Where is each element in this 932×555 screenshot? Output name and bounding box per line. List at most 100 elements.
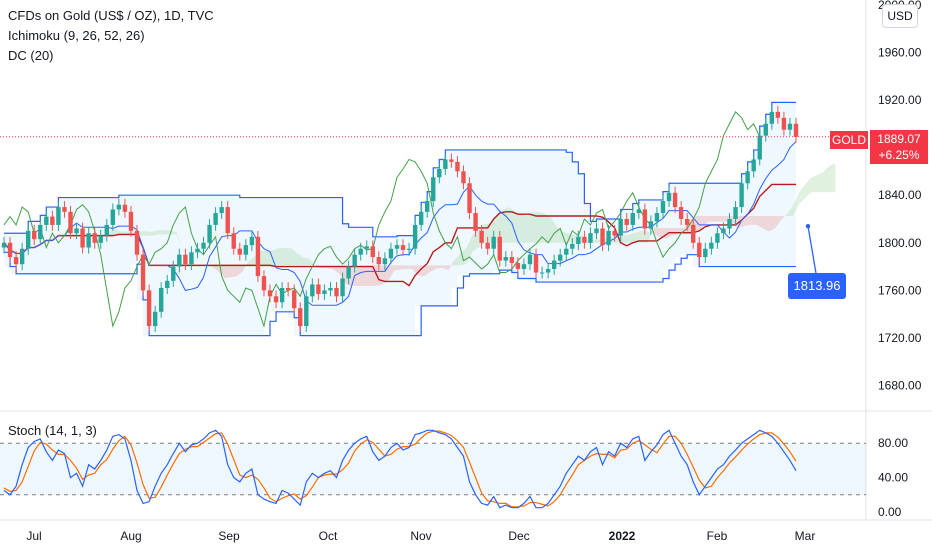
candle-body: [757, 135, 762, 160]
donchian-fill: [4, 102, 796, 336]
candle-body: [558, 254, 563, 261]
ichimoku-cloud-segment: [393, 265, 400, 272]
candle-body: [394, 245, 400, 249]
price-tick-label: 1840.00: [878, 188, 922, 202]
ichimoku-cloud-segment: [466, 234, 473, 264]
candle-body: [479, 230, 484, 243]
ichimoku-cloud-segment: [406, 265, 413, 269]
candle-body: [418, 211, 424, 225]
ichimoku-cloud-segment: [490, 215, 497, 243]
candle-body: [793, 123, 799, 137]
candle-body: [225, 207, 230, 234]
candle-body: [19, 248, 25, 265]
candle-body: [503, 257, 509, 261]
candle-body: [74, 228, 79, 234]
candle-body: [183, 254, 188, 265]
ichimoku-cloud-segment: [381, 265, 388, 285]
ichimoku-cloud-segment: [720, 215, 727, 222]
candle-body: [594, 228, 599, 234]
ichimoku-cloud-segment: [146, 231, 153, 236]
stoch-legend[interactable]: Stoch (14, 1, 3): [8, 423, 97, 438]
ichimoku-cloud-segment: [768, 215, 775, 232]
candle-body: [624, 218, 629, 225]
candle-body: [425, 201, 430, 212]
candle-body: [110, 209, 116, 225]
candle-body: [473, 213, 478, 231]
candle-body: [261, 276, 267, 291]
candle-body: [709, 242, 714, 249]
candle-body: [545, 268, 551, 273]
ichimoku-cloud-segment: [641, 230, 648, 243]
candle-body: [207, 224, 212, 243]
chart-title: CFDs on Gold (US$ / OZ), 1D, TVC: [8, 8, 214, 23]
candle-body: [92, 233, 97, 243]
donchian-legend[interactable]: DC (20): [8, 48, 54, 63]
currency-button[interactable]: USD: [882, 4, 918, 28]
candle-body: [165, 280, 170, 288]
candle-body: [449, 159, 454, 162]
ichimoku-cloud-segment: [357, 265, 364, 286]
ichimoku-cloud-segment: [309, 258, 316, 268]
ichimoku-cloud-segment: [514, 211, 521, 243]
candle-body: [237, 248, 242, 255]
candle-body: [618, 218, 623, 236]
candle-body: [636, 209, 642, 214]
ichimoku-cloud-segment: [170, 230, 177, 235]
ichimoku-cloud-segment: [696, 215, 703, 232]
ichimoku-cloud-segment: [266, 250, 274, 266]
candle-body: [509, 257, 515, 264]
ichimoku-cloud-segment: [291, 248, 298, 266]
candle-body: [86, 233, 91, 248]
ichimoku-cloud-segment: [792, 192, 800, 216]
candle-body: [678, 207, 684, 219]
candle-body: [400, 245, 406, 250]
candle-body: [364, 246, 369, 249]
ichimoku-cloud-segment: [303, 257, 310, 266]
candle-body: [527, 254, 533, 265]
ichimoku-cloud-segment: [236, 265, 243, 277]
ichimoku-cloud-segment: [799, 184, 806, 205]
price-tick-label: 1760.00: [878, 283, 922, 297]
last-price-value: 1889.07: [877, 132, 921, 146]
ichimoku-cloud-segment: [539, 212, 546, 243]
price-tick-label: 1680.00: [878, 379, 922, 393]
time-tick-label: Oct: [319, 529, 338, 543]
candle-body: [745, 171, 750, 184]
candle-body: [189, 252, 194, 265]
candle-body: [485, 242, 490, 249]
candle-body: [721, 228, 726, 234]
candle-body: [13, 257, 19, 265]
stoch-d-line: [3, 430, 797, 508]
candle-body: [116, 204, 122, 210]
candle-body: [630, 213, 635, 225]
candle-body: [443, 159, 448, 169]
ichimoku-cloud-segment: [653, 227, 660, 238]
ichimoku-cloud-segment: [430, 265, 437, 272]
ichimoku-cloud-segment: [672, 227, 679, 236]
candle-body: [298, 308, 303, 327]
candle-body: [515, 263, 521, 269]
ichimoku-cloud-segment: [750, 215, 757, 225]
candle-body: [781, 117, 787, 130]
ichimoku-cloud-segment: [333, 265, 340, 275]
ichimoku-cloud-segment: [774, 215, 781, 229]
candle-body: [50, 216, 55, 225]
candle-body: [358, 248, 363, 255]
ichimoku-cloud-segment: [647, 227, 654, 243]
crosshair-value-tag: 1813.96: [788, 273, 846, 299]
ichimoku-cloud-segment: [635, 230, 642, 243]
candle-body: [564, 248, 569, 255]
candle-body: [255, 236, 261, 277]
candle-body: [195, 248, 200, 253]
candle-body: [140, 254, 146, 291]
candle-body: [406, 248, 412, 250]
ichimoku-legend[interactable]: Ichimoku (9, 26, 52, 26): [8, 28, 145, 43]
ichimoku-tenkan: [3, 141, 797, 306]
last-price-tag: 1889.07 +6.25%: [870, 130, 928, 164]
time-tick-label: Mar: [795, 529, 816, 543]
ichimoku-cloud-segment: [496, 210, 503, 243]
candle-body: [521, 264, 527, 269]
ichimoku-cloud-segment: [545, 213, 552, 243]
ichimoku-cloud-segment: [212, 265, 219, 272]
ichimoku-cloud-segment: [387, 265, 394, 282]
